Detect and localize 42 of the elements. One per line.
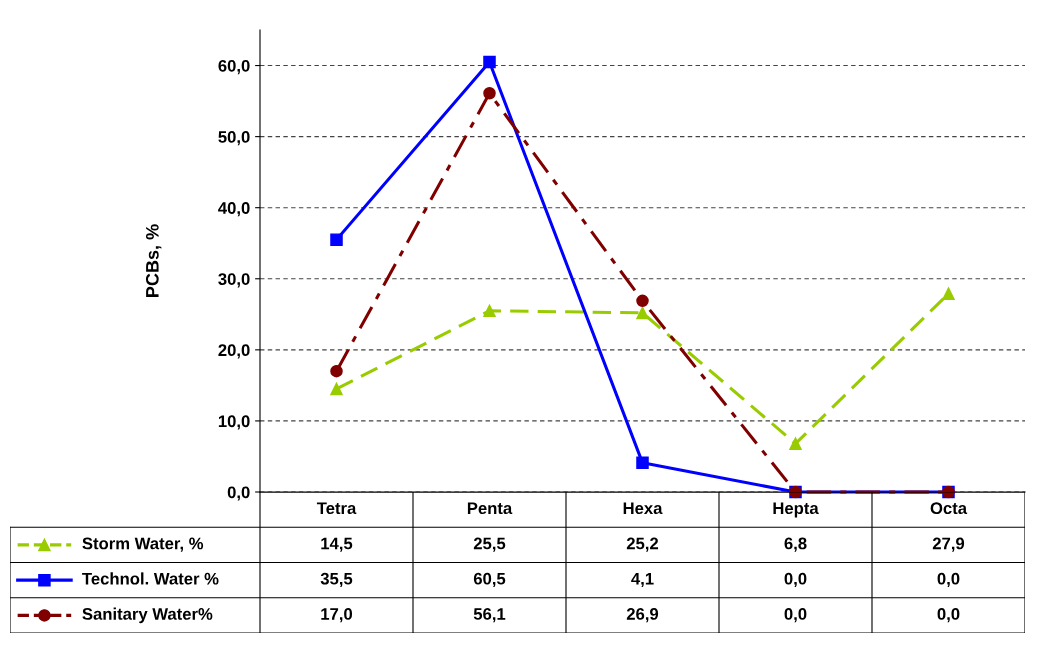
x-tick-label: Penta <box>467 502 513 515</box>
data-label: 56,1 <box>473 608 506 623</box>
data-label: 0,0 <box>784 608 807 623</box>
legend-label: Technol. Water % <box>82 572 219 585</box>
legend-label: Storm Water, % <box>82 537 204 552</box>
data-label: 35,5 <box>320 572 353 588</box>
point <box>483 87 496 100</box>
data-label: 25,5 <box>473 537 506 552</box>
y-tick-label: 50,0 <box>218 131 250 146</box>
point <box>789 437 802 450</box>
point <box>483 304 496 318</box>
data-label: 4,1 <box>631 572 654 588</box>
x-tick-label: Tetra <box>316 502 357 515</box>
y-axis-title: PCBs, % <box>145 224 162 297</box>
point <box>636 306 649 320</box>
data-label: 17,0 <box>321 608 353 623</box>
data-label: 25,2 <box>626 537 659 552</box>
data-label: 0,0 <box>937 572 960 588</box>
legend-label: Sanitary Water% <box>82 607 213 624</box>
x-tick-label: Octa <box>930 502 968 515</box>
point <box>330 233 343 246</box>
y-tick-label: 0,0 <box>227 486 250 501</box>
x-tick-label: Hepta <box>773 502 819 518</box>
point <box>942 287 955 300</box>
point <box>483 55 496 69</box>
data-label: 0,0 <box>784 572 807 588</box>
y-tick-label: 60,0 <box>218 59 250 75</box>
point <box>636 294 649 308</box>
y-tick-label: 20,0 <box>218 344 250 359</box>
point <box>636 456 649 470</box>
point <box>330 364 343 378</box>
data-label: 60,5 <box>473 572 506 588</box>
x-tick-label: Hexa <box>623 502 663 515</box>
data-label: 14,5 <box>321 537 353 552</box>
y-tick-label: 10,0 <box>218 415 250 430</box>
data-label: 27,9 <box>932 537 965 552</box>
y-tick-label: 40,0 <box>218 202 250 217</box>
y-tick-label: 30,0 <box>218 273 250 288</box>
data-label: 6,8 <box>784 537 807 552</box>
data-label: 26,9 <box>626 608 659 623</box>
point <box>330 382 343 396</box>
data-label: 0,0 <box>937 608 960 623</box>
